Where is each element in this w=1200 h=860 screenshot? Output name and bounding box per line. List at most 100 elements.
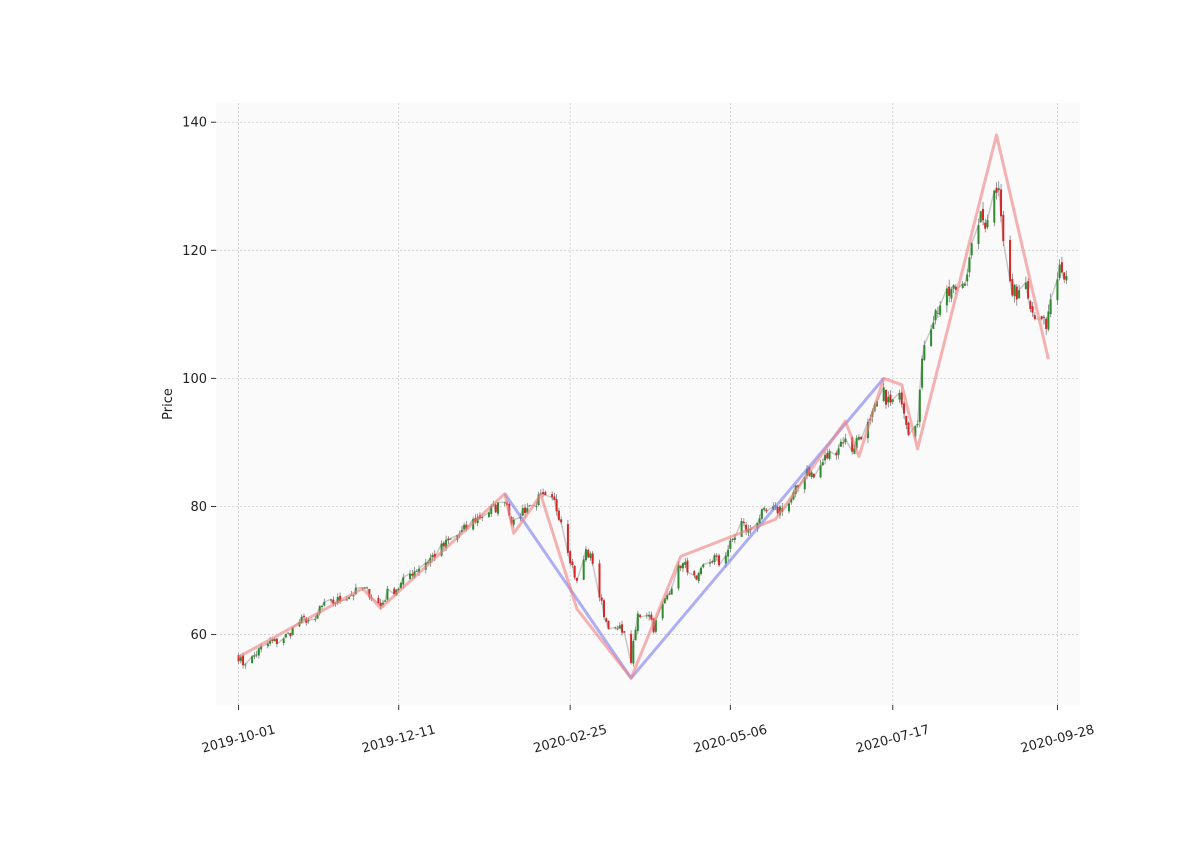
candle-body [930, 329, 933, 347]
candle-body [995, 187, 998, 193]
zigzag-lines [237, 133, 1050, 680]
candle-body [844, 438, 847, 443]
candle-body [544, 492, 547, 496]
candle-body [837, 448, 840, 455]
candle-body [887, 396, 890, 403]
candle-body [986, 219, 989, 228]
candle-body [855, 438, 858, 449]
candle-body [273, 638, 276, 641]
candle-body [630, 633, 633, 663]
candle-body [1031, 306, 1034, 313]
candle-body [1049, 299, 1052, 315]
candle-body [715, 555, 718, 557]
candle-body [663, 598, 666, 604]
candle-body [521, 508, 524, 516]
candle-body [605, 618, 608, 622]
x-tick-label: 2019-10-01 [200, 722, 277, 756]
candle-body [713, 555, 716, 563]
candle-body [916, 423, 919, 426]
candle-body [1002, 214, 1005, 242]
candle-body [954, 286, 957, 290]
candle-body [724, 555, 727, 564]
candle-body [300, 616, 303, 624]
y-tick-label: 100 [182, 372, 207, 387]
y-axis-ticks: 60 80 100 120 140 [182, 116, 216, 643]
candle-body [932, 322, 935, 329]
candle-body [634, 629, 637, 641]
candle-body [1013, 284, 1016, 297]
candle-body [584, 549, 587, 561]
candle-body [636, 613, 639, 631]
candle-body [260, 646, 263, 650]
candle-body [970, 243, 973, 256]
candle-body [1018, 290, 1021, 299]
candle-body [239, 656, 242, 661]
candle-body [884, 389, 887, 405]
candle-body [742, 521, 745, 523]
candle-body [1024, 282, 1027, 290]
candle-body [842, 442, 845, 444]
candle-body [661, 603, 664, 619]
candle-body [914, 425, 917, 437]
candle-body [284, 634, 287, 638]
candle-body [812, 473, 815, 478]
candle-body [524, 507, 527, 513]
candle-body [851, 437, 854, 452]
candle-body [447, 538, 450, 541]
candle-body [1009, 239, 1012, 282]
candle-body [551, 494, 554, 498]
candle-body [318, 606, 321, 614]
candle-body [945, 288, 948, 306]
candle-body [291, 627, 294, 635]
candle-body [681, 563, 684, 569]
candle-body [591, 553, 594, 564]
candle-body [727, 549, 730, 557]
candle-body [431, 555, 434, 558]
candle-body [839, 441, 842, 447]
candle-body [963, 283, 966, 286]
candle-body [702, 564, 705, 568]
candle-body [244, 664, 247, 666]
candle-body [307, 620, 310, 622]
candle-body [918, 389, 921, 423]
candle-body [384, 600, 387, 602]
candle-body [1056, 279, 1059, 301]
candle-body [923, 344, 926, 361]
candle-body [853, 448, 856, 454]
candle-body [460, 529, 463, 533]
candle-body [828, 451, 831, 459]
candle-body [1063, 272, 1066, 280]
candle-body [718, 555, 721, 566]
candle-body [614, 627, 617, 629]
candle-body [835, 452, 838, 456]
candle-body [857, 437, 860, 440]
candle-body [618, 625, 621, 629]
candle-body [255, 654, 258, 656]
candle-body [402, 577, 405, 585]
candle-body [763, 507, 766, 510]
candle-body [257, 648, 260, 656]
candle-body [442, 542, 445, 547]
candle-body [729, 540, 732, 549]
candle-body [600, 597, 603, 601]
candle-body [582, 559, 585, 580]
candle-body [348, 597, 351, 599]
candle-body [670, 588, 673, 595]
candle-body [397, 588, 400, 591]
candle-body [952, 285, 955, 289]
candle-body [921, 358, 924, 388]
candle-body [449, 538, 452, 540]
candle-body [907, 422, 910, 436]
candle-body [684, 561, 687, 565]
candle-body [709, 562, 712, 564]
candle-body [330, 599, 333, 601]
y-tick-label: 120 [182, 244, 207, 259]
candle-body [765, 509, 768, 512]
x-tick-label: 2020-07-17 [854, 722, 931, 756]
candle-body [1065, 276, 1068, 281]
x-tick-label: 2020-09-28 [1019, 722, 1096, 756]
candle-body [555, 499, 558, 512]
x-tick-label: 2020-05-06 [692, 722, 769, 756]
candle-body [526, 508, 529, 513]
